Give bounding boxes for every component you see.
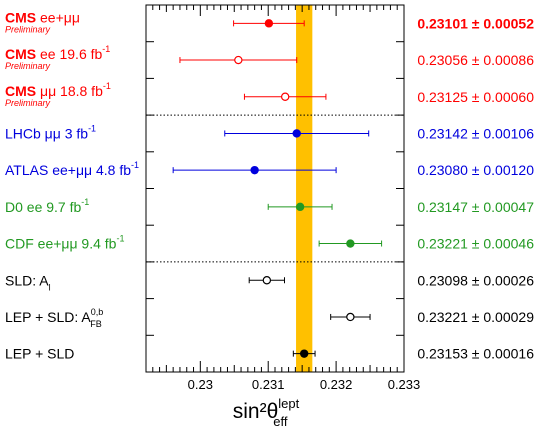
row-value-label: 0.23080 ± 0.00120 xyxy=(417,162,534,178)
data-point xyxy=(299,349,309,358)
data-point xyxy=(250,165,259,175)
row-label-text: μμ 18.8 fb xyxy=(36,83,103,99)
row-value-label: 0.23221 ± 0.00046 xyxy=(417,236,534,252)
row-label-text: SLD: A xyxy=(5,272,49,288)
row-label: SLD: Al xyxy=(5,272,51,292)
row-value-label: 0.23147 ± 0.00047 xyxy=(417,199,534,215)
row-value-label: 0.23153 ± 0.00016 xyxy=(417,346,534,362)
data-point xyxy=(262,276,272,285)
row-label-text: LEP + SLD: A xyxy=(5,309,91,325)
row-label: CMS ee 19.6 fb-1 xyxy=(5,44,110,62)
row-value-label: 0.23056 ± 0.00086 xyxy=(417,52,534,68)
data-point xyxy=(264,19,274,28)
row-label-text: CDF ee+μμ 9.4 fb xyxy=(5,236,117,252)
row-value-label: 0.23101 ± 0.00052 xyxy=(417,15,534,31)
x-tick-label: 0.232 xyxy=(320,377,353,392)
x-tick-label: 0.233 xyxy=(388,377,421,392)
data-point xyxy=(346,239,355,248)
x-axis-title-base: sin²θ xyxy=(233,400,279,423)
row-label: D0 ee 9.7 fb-1 xyxy=(5,197,89,215)
data-point xyxy=(234,55,243,65)
row-value-label: 0.23142 ± 0.00106 xyxy=(417,125,534,141)
row-label-text: LEP + SLD xyxy=(5,346,74,362)
row-label-text: ATLAS ee+μμ 4.8 fb xyxy=(5,162,131,178)
x-tick-label: 0.23 xyxy=(188,377,213,392)
x-axis-title-subscript: eff xyxy=(273,414,288,429)
data-point xyxy=(280,92,290,101)
row-label: CMS μμ 18.8 fb-1 xyxy=(5,81,111,99)
row-value-label: 0.23125 ± 0.00060 xyxy=(417,89,534,105)
row-label-superscript: -1 xyxy=(103,81,111,91)
row-label: LEP + SLD xyxy=(5,346,74,362)
row-label: ATLAS ee+μμ 4.8 fb-1 xyxy=(5,160,139,178)
row-label-text: ee+μμ xyxy=(36,9,80,25)
row-value-label: 0.23221 ± 0.00029 xyxy=(417,309,534,325)
row-label: CDF ee+μμ 9.4 fb-1 xyxy=(5,234,124,252)
row-label-main: CMS xyxy=(5,83,36,99)
preliminary-label: Preliminary xyxy=(5,61,51,71)
preliminary-label: Preliminary xyxy=(5,98,51,108)
row-label: LEP + SLD: A0,b FB xyxy=(5,307,103,329)
row-label: CMS ee+μμ xyxy=(5,9,80,25)
x-axis-title-superscript: lept xyxy=(278,396,299,411)
row-label-subscript: l xyxy=(49,282,51,292)
row-label: LHCb μμ 3 fb-1 xyxy=(5,123,96,141)
row-label-text: D0 ee 9.7 fb xyxy=(5,199,81,215)
data-point xyxy=(295,202,305,212)
average-band xyxy=(296,5,313,372)
row-label-subscript: FB xyxy=(90,319,102,329)
row-label-superscript: -1 xyxy=(102,44,110,54)
row-label-superscript: -1 xyxy=(81,197,89,207)
row-label-superscript: -1 xyxy=(116,234,124,244)
preliminary-label: Preliminary xyxy=(5,24,51,34)
row-label-main: CMS xyxy=(5,9,36,25)
row-label-main: CMS xyxy=(5,46,36,62)
row-value-label: 0.23098 ± 0.00026 xyxy=(417,272,534,288)
row-label-text: ee 19.6 fb xyxy=(36,46,102,62)
row-label-superscript: -1 xyxy=(131,160,139,170)
data-point xyxy=(292,129,301,138)
row-label-superscript: 0,b xyxy=(91,307,104,317)
row-label-superscript: -1 xyxy=(88,123,96,133)
data-point xyxy=(346,312,355,322)
x-axis-title: sin²θlept eff xyxy=(233,396,300,429)
row-label-text: LHCb μμ 3 fb xyxy=(5,125,88,141)
x-tick-label: 0.231 xyxy=(252,377,285,392)
